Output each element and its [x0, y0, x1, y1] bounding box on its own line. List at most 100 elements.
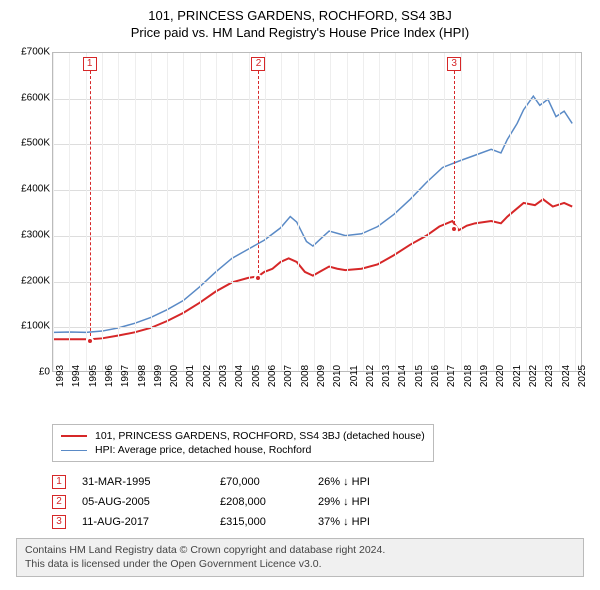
x-tick-label: 2014: [397, 365, 408, 387]
x-tick-label: 1993: [55, 365, 66, 387]
sale-row: 2 05-AUG-2005 £208,000 29% ↓ HPI: [52, 492, 584, 512]
chart-marker-box: 1: [83, 57, 97, 71]
sale-delta: 37% ↓ HPI: [318, 516, 418, 528]
x-tick-label: 2003: [218, 365, 229, 387]
gridline-v: [379, 53, 380, 371]
chart-marker-dot: [254, 274, 262, 282]
sale-row: 3 11-AUG-2017 £315,000 37% ↓ HPI: [52, 512, 584, 532]
x-tick-label: 2024: [561, 365, 572, 387]
x-tick-label: 1995: [88, 365, 99, 387]
gridline-v: [493, 53, 494, 371]
gridline-v: [183, 53, 184, 371]
chart-title: 101, PRINCESS GARDENS, ROCHFORD, SS4 3BJ: [8, 8, 592, 23]
attribution-line: Contains HM Land Registry data © Crown c…: [25, 544, 575, 558]
x-tick-label: 2005: [251, 365, 262, 387]
sale-marker-1: 1: [52, 475, 66, 489]
gridline-v: [167, 53, 168, 371]
gridline-v: [559, 53, 560, 371]
y-tick-label: £600K: [10, 92, 50, 103]
x-tick-label: 2010: [332, 365, 343, 387]
y-tick-label: £700K: [10, 47, 50, 58]
x-tick-label: 2021: [512, 365, 523, 387]
x-tick-label: 2009: [316, 365, 327, 387]
x-tick-label: 2017: [446, 365, 457, 387]
gridline-v: [575, 53, 576, 371]
legend-label-hpi: HPI: Average price, detached house, Roch…: [95, 444, 311, 456]
x-tick-label: 1996: [104, 365, 115, 387]
gridline-v: [281, 53, 282, 371]
x-tick-label: 2025: [577, 365, 588, 387]
gridline-h: [53, 327, 581, 328]
chart-marker-line: [454, 71, 455, 229]
gridline-v: [461, 53, 462, 371]
legend-item-property: 101, PRINCESS GARDENS, ROCHFORD, SS4 3BJ…: [61, 429, 425, 443]
attribution-box: Contains HM Land Registry data © Crown c…: [16, 538, 584, 577]
x-tick-label: 2012: [365, 365, 376, 387]
gridline-v: [265, 53, 266, 371]
sale-row: 1 31-MAR-1995 £70,000 26% ↓ HPI: [52, 472, 584, 492]
legend: 101, PRINCESS GARDENS, ROCHFORD, SS4 3BJ…: [52, 424, 434, 462]
plot-area: 1 2 3: [52, 52, 582, 372]
gridline-h: [53, 99, 581, 100]
gridline-v: [232, 53, 233, 371]
sale-date: 31-MAR-1995: [82, 476, 212, 488]
x-tick-label: 2000: [169, 365, 180, 387]
chart-container: 101, PRINCESS GARDENS, ROCHFORD, SS4 3BJ…: [0, 0, 600, 585]
sale-date: 05-AUG-2005: [82, 496, 212, 508]
gridline-v: [363, 53, 364, 371]
gridline-v: [69, 53, 70, 371]
sale-price: £208,000: [220, 496, 310, 508]
sale-marker-3: 3: [52, 515, 66, 529]
gridline-v: [118, 53, 119, 371]
chart-marker-line: [90, 71, 91, 341]
x-tick-label: 2002: [202, 365, 213, 387]
series-property: [54, 199, 573, 339]
sale-date: 11-AUG-2017: [82, 516, 212, 528]
chart-marker-box: 3: [447, 57, 461, 71]
chart-marker-box: 2: [251, 57, 265, 71]
gridline-v: [216, 53, 217, 371]
series-hpi: [54, 96, 573, 332]
gridline-v: [298, 53, 299, 371]
y-tick-label: £100K: [10, 321, 50, 332]
chart-lines: [53, 53, 581, 371]
gridline-v: [347, 53, 348, 371]
gridline-v: [135, 53, 136, 371]
x-tick-label: 1994: [71, 365, 82, 387]
legend-label-property: 101, PRINCESS GARDENS, ROCHFORD, SS4 3BJ…: [95, 430, 425, 442]
gridline-v: [542, 53, 543, 371]
x-tick-label: 2013: [381, 365, 392, 387]
gridline-v: [428, 53, 429, 371]
x-tick-label: 2019: [479, 365, 490, 387]
x-tick-label: 2007: [283, 365, 294, 387]
sale-delta: 29% ↓ HPI: [318, 496, 418, 508]
y-tick-label: £500K: [10, 138, 50, 149]
sale-price: £315,000: [220, 516, 310, 528]
chart-marker-dot: [450, 225, 458, 233]
gridline-h: [53, 190, 581, 191]
x-tick-label: 2006: [267, 365, 278, 387]
chart-subtitle: Price paid vs. HM Land Registry's House …: [8, 25, 592, 40]
legend-item-hpi: HPI: Average price, detached house, Roch…: [61, 443, 425, 457]
chart-marker-dot: [86, 337, 94, 345]
gridline-v: [444, 53, 445, 371]
gridline-v: [395, 53, 396, 371]
gridline-v: [510, 53, 511, 371]
x-tick-label: 2008: [300, 365, 311, 387]
legend-swatch-property: [61, 435, 87, 437]
x-tick-label: 2016: [430, 365, 441, 387]
gridline-v: [200, 53, 201, 371]
sales-table: 1 31-MAR-1995 £70,000 26% ↓ HPI 2 05-AUG…: [52, 472, 584, 532]
gridline-v: [526, 53, 527, 371]
x-tick-label: 2018: [463, 365, 474, 387]
x-tick-label: 2011: [349, 365, 360, 387]
y-tick-label: £400K: [10, 184, 50, 195]
gridline-v: [477, 53, 478, 371]
legend-swatch-hpi: [61, 450, 87, 451]
x-tick-label: 2023: [544, 365, 555, 387]
gridline-v: [151, 53, 152, 371]
gridline-v: [412, 53, 413, 371]
chart-marker-line: [258, 71, 259, 278]
gridline-v: [314, 53, 315, 371]
x-tick-label: 2022: [528, 365, 539, 387]
